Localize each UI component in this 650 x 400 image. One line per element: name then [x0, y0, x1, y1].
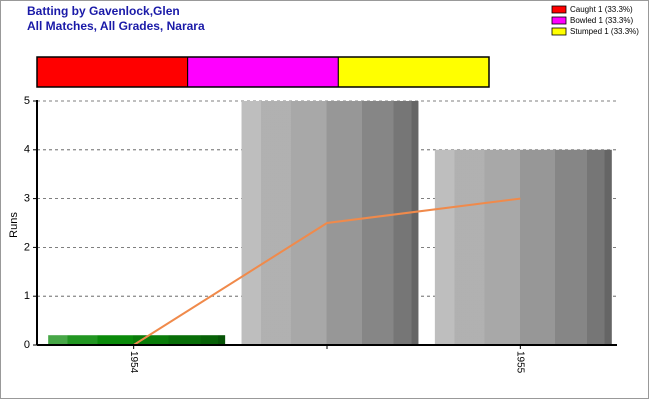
chart-subtitle: All Matches, All Grades, Narara [27, 19, 205, 33]
y-tick-label: 5 [24, 95, 30, 107]
dismissal-border [36, 56, 490, 88]
chart-title: Batting by Gavenlock,Glen [27, 4, 180, 18]
bar-shade [48, 335, 226, 345]
dismissal-segment [187, 56, 339, 88]
y-axis-label: Runs [8, 212, 20, 238]
x-tick-label: 1955 [515, 351, 526, 374]
dismissal-segment [337, 56, 490, 88]
bar-shade [434, 149, 612, 345]
y-tick-label: 4 [24, 144, 30, 156]
y-tick-label: 3 [24, 193, 30, 205]
x-tick-label: 1954 [128, 351, 139, 374]
y-tick-label: 1 [24, 290, 30, 302]
y-tick-label: 0 [24, 339, 30, 351]
legend-label: Stumped 1 (33.3%) [570, 27, 639, 36]
legend-label: Bowled 1 (33.3%) [570, 16, 633, 25]
y-tick-label: 2 [24, 241, 30, 253]
legend-swatch [551, 16, 567, 25]
legend-label: Caught 1 (33.3%) [570, 5, 633, 14]
legend-swatch [551, 27, 567, 36]
legend-swatch [551, 5, 567, 14]
dismissal-segment [36, 56, 189, 88]
line [133, 197, 521, 346]
